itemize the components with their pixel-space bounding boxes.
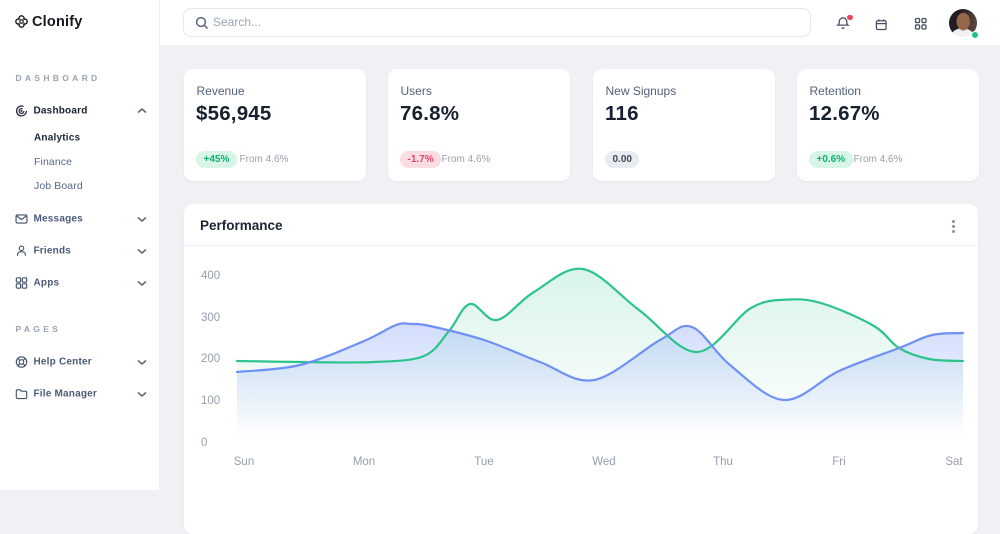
svg-text:Wed: Wed [592,456,615,468]
svg-text:Fri: Fri [832,456,845,468]
svg-text:100: 100 [201,395,220,407]
svg-text:200: 200 [201,353,220,365]
svg-text:Sat: Sat [945,456,963,468]
svg-text:0: 0 [201,437,207,449]
svg-text:400: 400 [201,270,220,282]
svg-text:Thu: Thu [713,456,733,468]
svg-text:300: 300 [201,312,220,324]
svg-text:Sun: Sun [234,456,254,468]
svg-text:Tue: Tue [474,456,493,468]
svg-text:Mon: Mon [353,456,375,468]
